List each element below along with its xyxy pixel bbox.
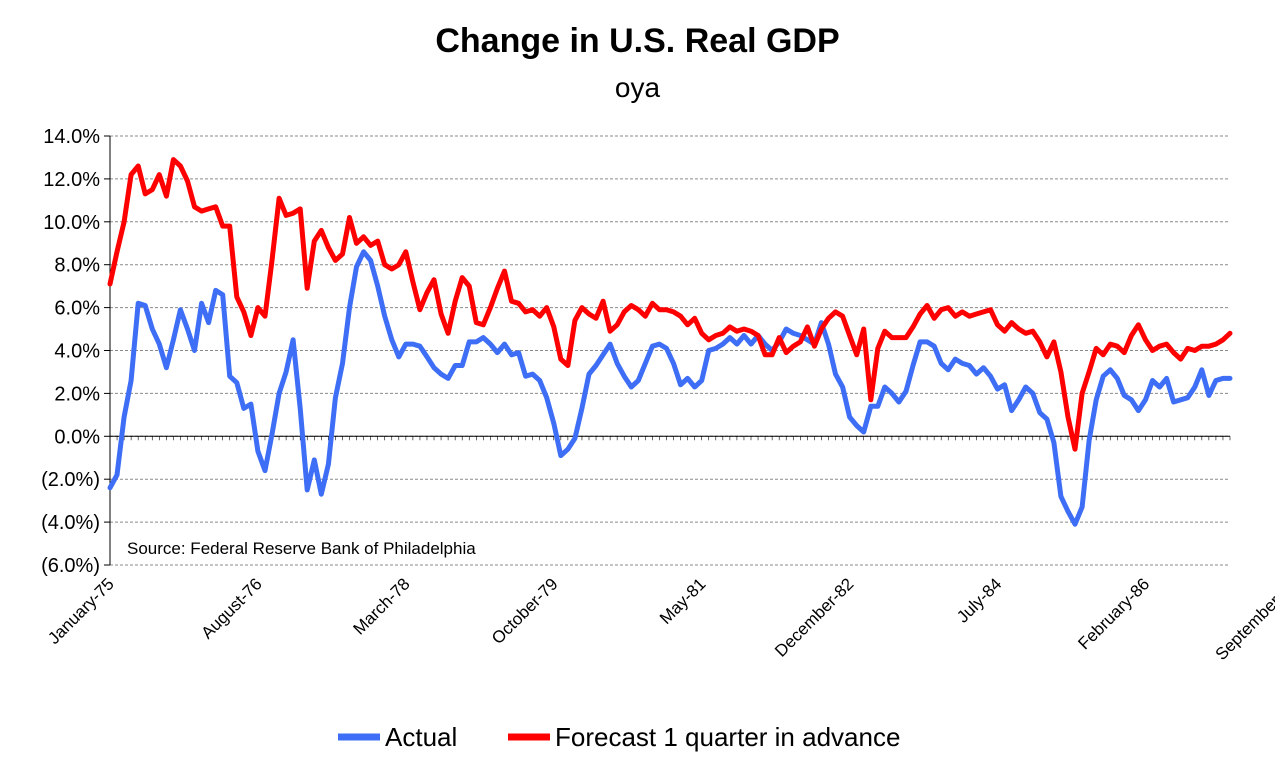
x-tick-label: March-78 <box>349 574 413 638</box>
x-tick-label: February-86 <box>1074 574 1153 653</box>
x-tick-label: October-79 <box>488 574 562 648</box>
y-tick-label: 12.0% <box>43 169 100 191</box>
y-tick-label: 6.0% <box>54 298 100 320</box>
series-lines <box>107 157 1233 527</box>
y-tick-label: 4.0% <box>54 341 100 363</box>
series-line-1 <box>107 157 1233 452</box>
series-line-0 <box>107 249 1233 527</box>
y-tick-label: 2.0% <box>54 383 100 405</box>
y-tick-label: (6.0%) <box>41 555 100 577</box>
x-tick-label: July-84 <box>953 574 1005 626</box>
y-tick-label: 0.0% <box>54 426 100 448</box>
y-tick-label: (2.0%) <box>41 469 100 491</box>
chart-title: Change in U.S. Real GDP <box>435 22 840 60</box>
y-tick-label: 8.0% <box>54 255 100 277</box>
legend-label-0: Actual <box>385 722 457 752</box>
chart-subtitle: oya <box>614 72 661 103</box>
legend-label-1: Forecast 1 quarter in advance <box>555 722 900 752</box>
x-tick-label: August-76 <box>198 574 266 642</box>
source-note: Source: Federal Reserve Bank of Philadel… <box>127 539 476 558</box>
x-tick-label: May-81 <box>656 574 710 628</box>
y-tick-label: (4.0%) <box>41 512 100 534</box>
axes <box>104 135 1231 566</box>
x-tick-label: December-82 <box>771 574 857 660</box>
y-tick-label: 14.0% <box>43 126 100 148</box>
y-tick-label: 10.0% <box>43 212 100 234</box>
axis-labels: 14.0% 12.0% 10.0% 8.0% 6.0% 4.0% 2.0% 0.0% (2.0%… <box>41 126 1275 664</box>
x-tick-label: September-87 <box>1212 574 1275 664</box>
legend: Actual Forecast 1 quarter in advance <box>338 722 900 752</box>
x-tick-label: January-75 <box>44 574 118 648</box>
